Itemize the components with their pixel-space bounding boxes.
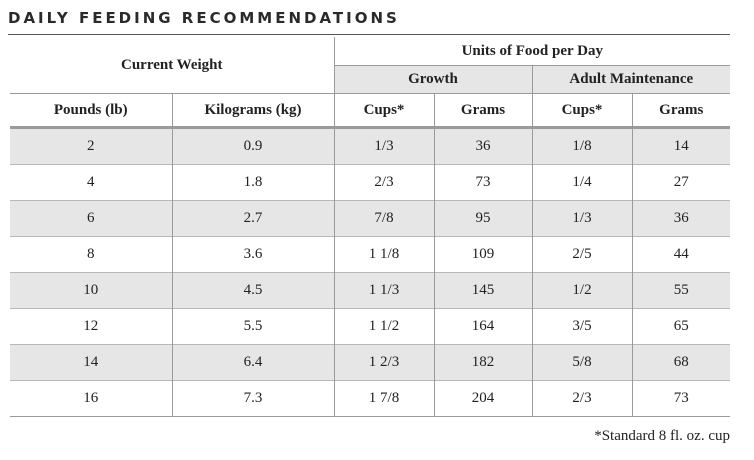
column-header-pounds: Pounds (lb) — [10, 93, 172, 129]
growth-grams-cell: 204 — [433, 380, 532, 417]
kilograms-cell: 6.4 — [171, 344, 334, 381]
pounds-cell: 10 — [10, 272, 172, 309]
adult-cups-cell: 1/3 — [531, 200, 632, 237]
growth-grams-cell: 109 — [433, 236, 532, 273]
adult-cups-cell: 1/8 — [531, 127, 632, 165]
column-header-growth-grams: Grams — [433, 93, 532, 129]
current-weight-header: Current Weight — [10, 37, 334, 94]
adult-cups-cell: 3/5 — [531, 308, 632, 345]
table-row: 6 2.7 7/8 95 1/3 36 — [10, 200, 731, 237]
footnote: *Standard 8 fl. oz. cup — [594, 428, 730, 444]
adult-grams-cell: 27 — [631, 164, 731, 201]
kilograms-cell: 0.9 — [171, 127, 334, 165]
adult-grams-cell: 44 — [631, 236, 731, 273]
pounds-cell: 6 — [10, 200, 172, 237]
growth-header: Growth — [333, 65, 532, 94]
kilograms-cell: 3.6 — [171, 236, 334, 273]
adult-cups-cell: 2/5 — [531, 236, 632, 273]
table-row: 10 4.5 1 1/3 145 1/2 55 — [10, 272, 731, 309]
adult-grams-cell: 68 — [631, 344, 731, 381]
pounds-cell: 2 — [10, 127, 172, 165]
kilograms-cell: 1.8 — [171, 164, 334, 201]
growth-cups-cell: 1 1/3 — [333, 272, 434, 309]
table-body: 2 0.9 1/3 36 1/8 14 4 1.8 2/3 73 1/4 27 6 2.7 7/8 95 1/3… — [10, 127, 731, 417]
page-title: DAILY FEEDING RECOMMENDATIONS — [8, 9, 400, 27]
kilograms-cell: 7.3 — [171, 380, 334, 417]
table-row: 16 7.3 1 7/8 204 2/3 73 — [10, 380, 731, 417]
table-row: 12 5.5 1 1/2 164 3/5 65 — [10, 308, 731, 345]
growth-grams-cell: 95 — [433, 200, 532, 237]
adult-cups-cell: 5/8 — [531, 344, 632, 381]
kilograms-cell: 4.5 — [171, 272, 334, 309]
adult-grams-cell: 14 — [631, 127, 731, 165]
pounds-cell: 14 — [10, 344, 172, 381]
pounds-cell: 4 — [10, 164, 172, 201]
table-row: 8 3.6 1 1/8 109 2/5 44 — [10, 236, 731, 273]
growth-grams-cell: 73 — [433, 164, 532, 201]
feeding-table: Current Weight Units of Food per Day Gro… — [10, 37, 731, 417]
growth-grams-cell: 164 — [433, 308, 532, 345]
column-header-adult-cups: Cups* — [531, 93, 632, 129]
adult-maintenance-header: Adult Maintenance — [531, 65, 731, 94]
column-header-growth-cups: Cups* — [333, 93, 434, 129]
growth-cups-cell: 1/3 — [333, 127, 434, 165]
growth-cups-cell: 7/8 — [333, 200, 434, 237]
growth-cups-cell: 1 1/8 — [333, 236, 434, 273]
kilograms-cell: 5.5 — [171, 308, 334, 345]
adult-cups-cell: 1/4 — [531, 164, 632, 201]
kilograms-cell: 2.7 — [171, 200, 334, 237]
growth-cups-cell: 1 7/8 — [333, 380, 434, 417]
growth-cups-cell: 1 1/2 — [333, 308, 434, 345]
pounds-cell: 12 — [10, 308, 172, 345]
pounds-cell: 16 — [10, 380, 172, 417]
adult-grams-cell: 55 — [631, 272, 731, 309]
growth-cups-cell: 1 2/3 — [333, 344, 434, 381]
growth-cups-cell: 2/3 — [333, 164, 434, 201]
table-row: 2 0.9 1/3 36 1/8 14 — [10, 127, 731, 165]
units-per-day-header: Units of Food per Day — [333, 37, 731, 66]
growth-grams-cell: 145 — [433, 272, 532, 309]
growth-grams-cell: 36 — [433, 127, 532, 165]
adult-cups-cell: 2/3 — [531, 380, 632, 417]
title-divider — [8, 34, 730, 35]
adult-grams-cell: 73 — [631, 380, 731, 417]
growth-grams-cell: 182 — [433, 344, 532, 381]
adult-cups-cell: 1/2 — [531, 272, 632, 309]
adult-grams-cell: 65 — [631, 308, 731, 345]
table-row: 4 1.8 2/3 73 1/4 27 — [10, 164, 731, 201]
column-header-kilograms: Kilograms (kg) — [171, 93, 334, 129]
table-row: 14 6.4 1 2/3 182 5/8 68 — [10, 344, 731, 381]
column-header-adult-grams: Grams — [631, 93, 731, 129]
adult-grams-cell: 36 — [631, 200, 731, 237]
pounds-cell: 8 — [10, 236, 172, 273]
